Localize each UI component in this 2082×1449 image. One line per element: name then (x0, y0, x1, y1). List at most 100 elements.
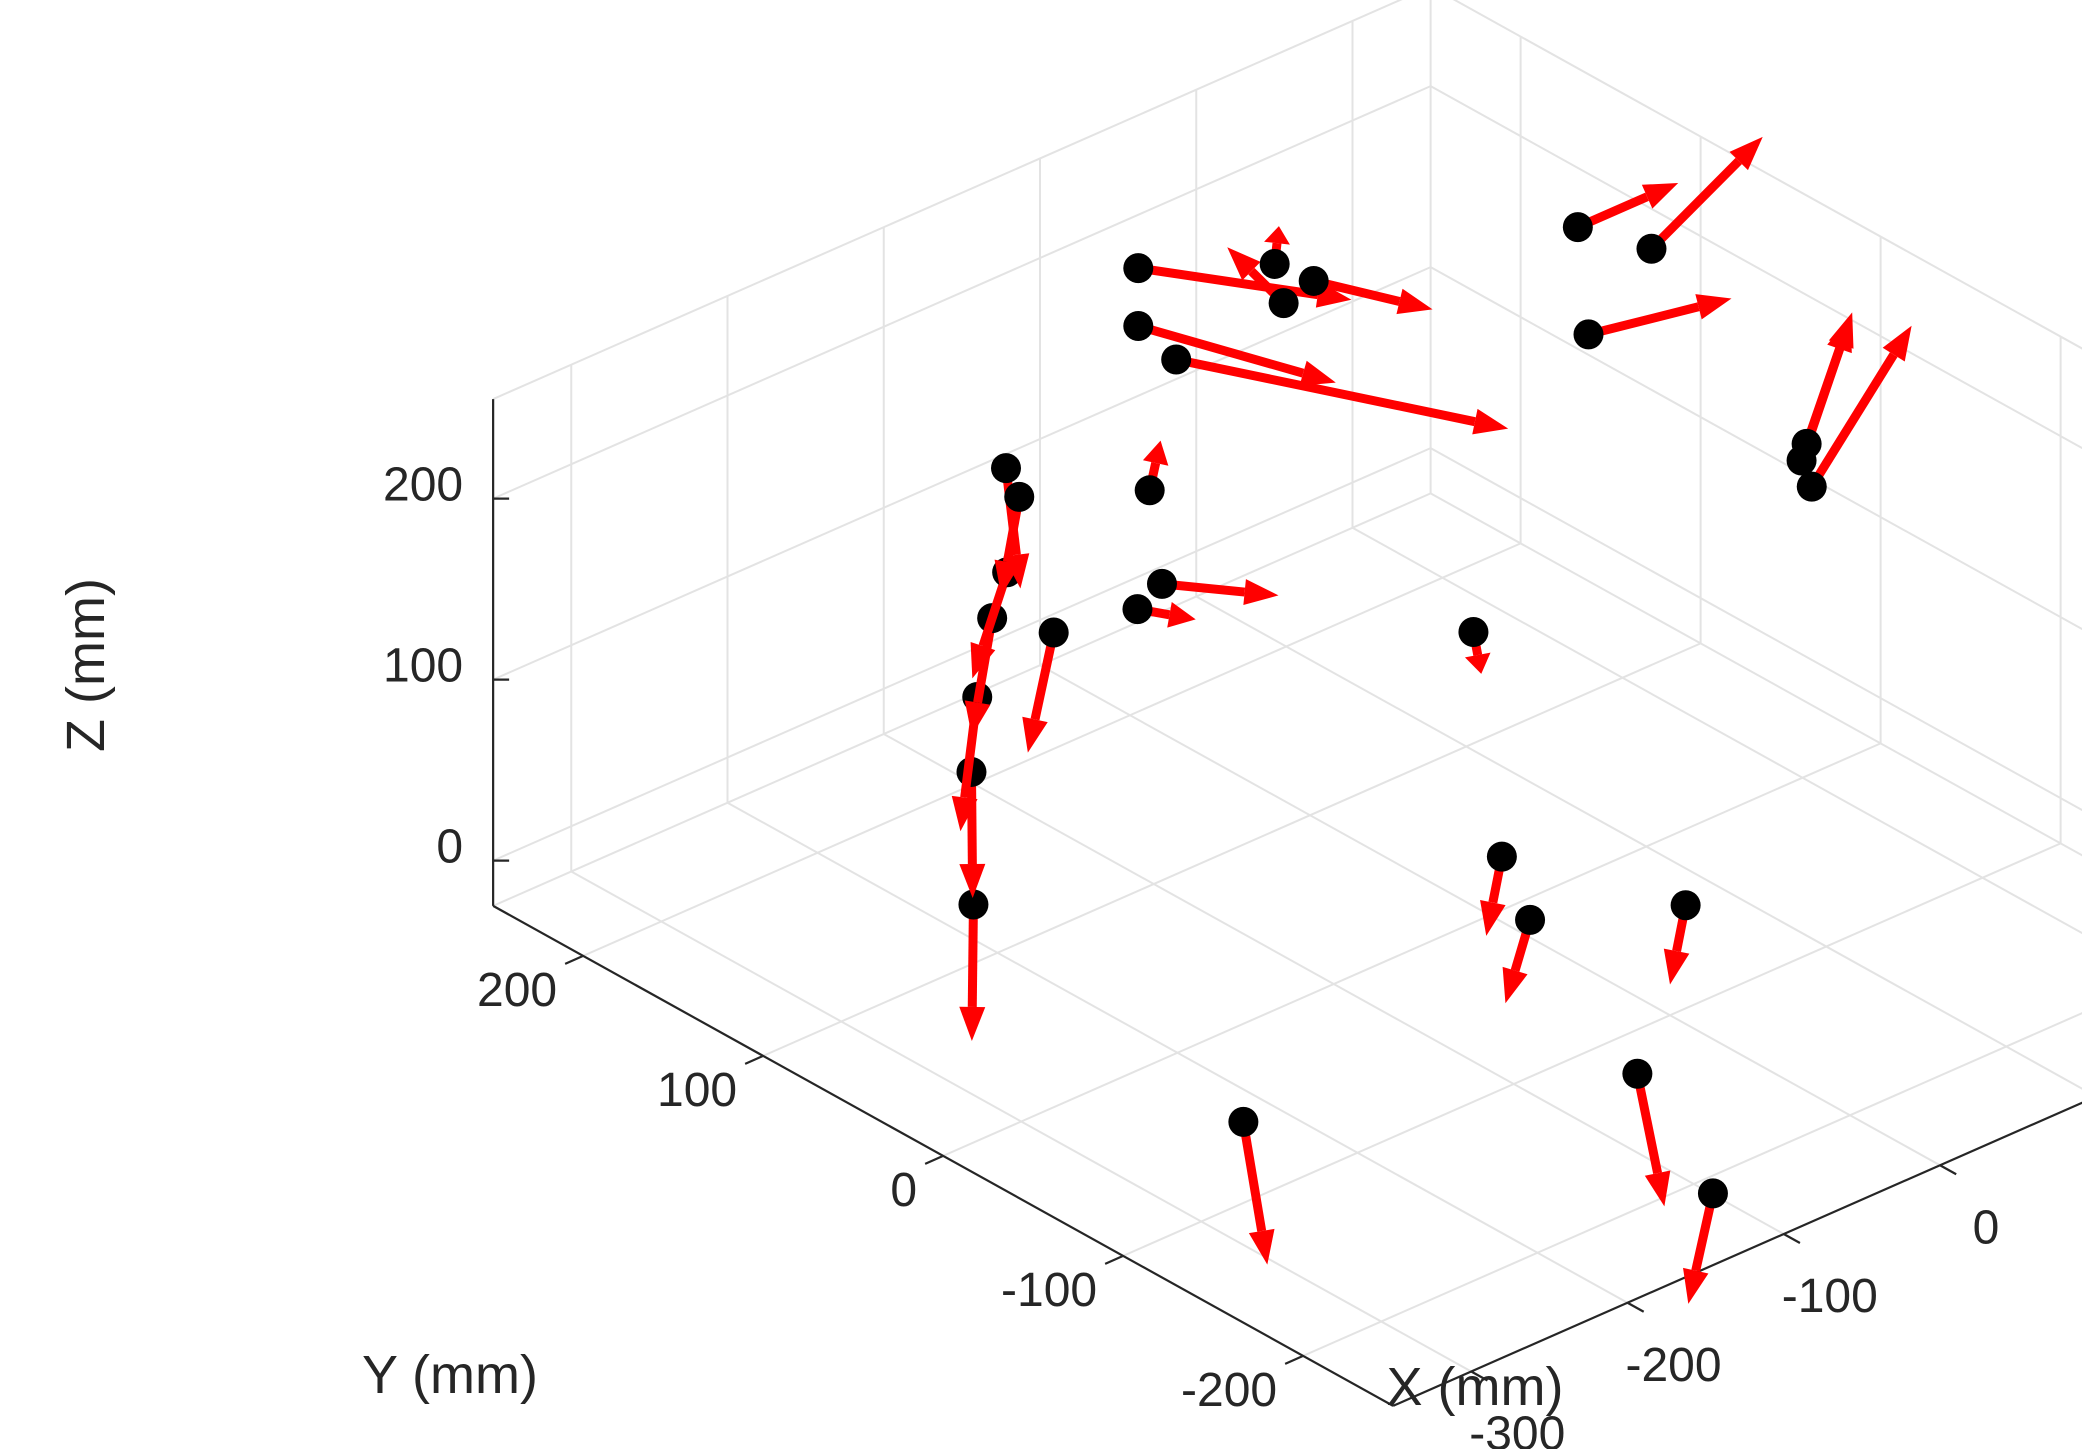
grid-line (1430, 85, 2082, 450)
y-tick-mark (744, 1054, 764, 1065)
vector-head (1248, 1228, 1275, 1265)
z-tick-label: 100 (383, 640, 463, 693)
grid-line (492, 447, 1432, 862)
x-tick-mark (1783, 1233, 1801, 1244)
vector-shaft (967, 904, 978, 1008)
grid-line (1430, 266, 2082, 631)
y-axis-label: Y (mm) (362, 1345, 538, 1405)
grid-edge (1430, 492, 2082, 857)
data-point-marker (1515, 904, 1546, 935)
data-point-marker (1573, 319, 1604, 350)
vector-head (951, 795, 978, 832)
grid-line (1302, 1012, 2082, 1357)
vector-shaft (1238, 1121, 1267, 1232)
vector-head (959, 1006, 986, 1041)
vector-head (1827, 316, 1852, 354)
y-tick-label: -100 (1001, 1264, 1097, 1317)
tick-labels: -300-200-1000100200-200-1000100200010020… (383, 459, 1999, 1449)
x-tick-mark (1626, 1301, 1645, 1313)
data-point-marker (1146, 568, 1177, 599)
data-point-marker (1123, 253, 1154, 284)
data-point-marker (1122, 594, 1153, 625)
grid-edge (1452, 0, 2082, 350)
grid-line (1430, 447, 2082, 812)
grid-edge (492, 0, 1403, 400)
grid-line (762, 642, 1702, 1057)
y-tick-label: 200 (477, 964, 557, 1017)
vector-shaft (1137, 321, 1305, 378)
grid-edge (492, 492, 1432, 907)
y-tick-mark (1284, 1354, 1304, 1365)
data-point-marker (1622, 1058, 1653, 1089)
axes (492, 399, 2082, 1407)
x-axis-line (1392, 1101, 2082, 1407)
vector-head (994, 559, 1021, 596)
grid-line (492, 266, 1432, 681)
vector-head (1472, 408, 1509, 435)
z-tick-label: 200 (383, 459, 463, 512)
x-tick-label: -100 (1782, 1270, 1878, 1323)
data-point-marker (1134, 475, 1165, 506)
vector-head (1641, 183, 1679, 209)
vector-head (1502, 966, 1528, 1004)
x-tick-mark (1470, 1370, 1488, 1382)
vector-head (1396, 288, 1433, 315)
data-point-marker (1636, 233, 1667, 264)
data-point-marker (1123, 311, 1154, 342)
data-point-marker (1791, 428, 1822, 459)
data-point-marker (1268, 288, 1299, 319)
vector-shaft (1587, 302, 1700, 339)
data-point-marker (1670, 890, 1701, 921)
vector-head (1264, 226, 1290, 245)
vector-head (1729, 136, 1763, 171)
vector-head (1663, 948, 1690, 985)
data-point-marker (1298, 265, 1329, 296)
y-tick-label: 0 (890, 1164, 917, 1217)
vector-head (1464, 652, 1491, 674)
z-tick-label: 0 (436, 821, 463, 874)
vector-shaft (1175, 355, 1476, 427)
vector-field (951, 136, 1912, 1304)
vector-head (1227, 247, 1261, 281)
vector-head (1644, 1170, 1671, 1207)
vector-shaft (1648, 157, 1742, 252)
data-point-marker (1259, 248, 1290, 279)
y-tick-label: 100 (657, 1064, 737, 1117)
x-tick-label: -200 (1625, 1339, 1721, 1392)
grid-line (1352, 526, 2082, 935)
grid-line (1122, 842, 2062, 1257)
vector-shaft (966, 771, 977, 865)
vector-head (964, 700, 991, 737)
vector-shaft (1802, 347, 1844, 446)
vector-head (1882, 325, 1912, 362)
x-axis-label: X (mm) (1387, 1357, 1564, 1417)
vector-head (959, 863, 986, 899)
y-tick-mark (1104, 1254, 1124, 1265)
grid-line (582, 542, 1522, 957)
data-point-marker (1228, 1106, 1259, 1137)
vector-head (1695, 294, 1732, 320)
data-point-marker (991, 453, 1021, 484)
vector-head (1243, 579, 1279, 605)
data-point-marker (1486, 841, 1517, 872)
grid-lines (492, 0, 2082, 1373)
data-point-marker (1458, 617, 1489, 648)
data-point-marker (1796, 471, 1827, 502)
data-point-marker (1562, 212, 1593, 243)
y-tick-mark (924, 1154, 944, 1165)
vector-shaft (1632, 1072, 1663, 1175)
y-tick-mark (564, 954, 584, 965)
x-tick-mark (1939, 1164, 1957, 1176)
vector-head (1167, 601, 1196, 628)
data-point-marker (1038, 617, 1069, 648)
z-axis-label: Z (mm) (56, 578, 116, 752)
vector-head (1480, 900, 1506, 936)
vector-head (970, 641, 996, 679)
data-point-marker (958, 889, 989, 920)
data-point-marker (1004, 481, 1035, 512)
vector-head (1683, 1267, 1709, 1304)
data-point-marker (1697, 1178, 1728, 1209)
data-point-marker (1161, 344, 1192, 375)
vector-shaft (1807, 352, 1898, 489)
